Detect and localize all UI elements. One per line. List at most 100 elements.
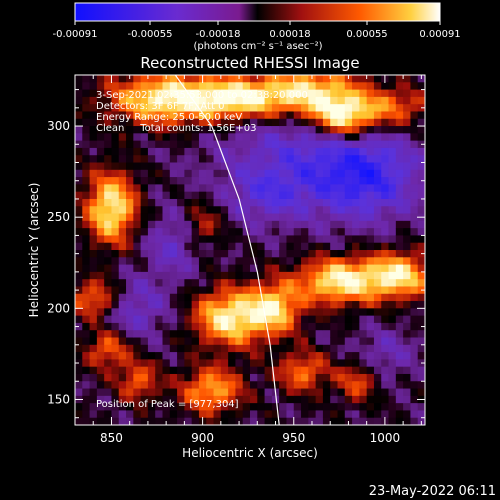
heatmap-cell: [162, 301, 171, 309]
heatmap-cell: [184, 359, 193, 368]
heatmap-cell: [330, 293, 338, 302]
heatmap-cell: [89, 301, 98, 309]
heatmap-cell: [147, 293, 156, 302]
heatmap-cell: [213, 410, 222, 419]
x-axis-label: Heliocentric X (arcsec): [182, 446, 318, 460]
heatmap-cell: [177, 191, 185, 200]
heatmap-cell: [140, 257, 149, 265]
heatmap-cell: [388, 89, 397, 98]
heatmap-cell: [118, 75, 127, 83]
heatmap-cell: [344, 286, 353, 295]
heatmap-cell: [330, 388, 338, 397]
heatmap-cell: [330, 155, 338, 163]
heatmap-cell: [395, 147, 404, 156]
heatmap-cell: [184, 191, 193, 200]
heatmap-cell: [257, 337, 265, 346]
heatmap-cell: [133, 198, 142, 207]
heatmap-cell: [155, 322, 163, 331]
heatmap-cell: [373, 293, 382, 302]
heatmap-cell: [140, 206, 149, 214]
heatmap-cell: [89, 315, 98, 324]
heatmap-cell: [264, 147, 273, 156]
heatmap-cell: [213, 75, 222, 83]
heatmap-cell: [191, 96, 200, 105]
heatmap-cell: [250, 169, 258, 178]
heatmap-cell: [381, 147, 389, 156]
heatmap-cell: [250, 337, 258, 346]
heatmap-cell: [271, 96, 280, 105]
heatmap-cell: [279, 315, 287, 324]
heatmap-cell: [373, 155, 382, 163]
heatmap-cell: [89, 257, 98, 265]
heatmap-cell: [177, 293, 185, 302]
heatmap-cell: [82, 169, 90, 178]
heatmap-cell: [198, 271, 207, 280]
heatmap-cell: [206, 337, 214, 346]
heatmap-cell: [242, 75, 251, 83]
heatmap-cell: [82, 271, 90, 280]
heatmap-cell: [140, 286, 149, 295]
heatmap-cell: [359, 286, 368, 295]
info-time-range: 3-Sep-2021 02:35:53.000 to 02:38:20.000: [96, 90, 308, 101]
heatmap-cell: [352, 359, 360, 368]
heatmap-cell: [322, 155, 331, 163]
heatmap-cell: [301, 301, 309, 309]
heatmap-cell: [96, 126, 105, 134]
heatmap-cell: [279, 293, 287, 302]
heatmap-cell: [271, 250, 280, 258]
heatmap-cell: [140, 111, 149, 120]
heatmap-cell: [330, 381, 338, 389]
heatmap-cell: [257, 104, 265, 112]
heatmap-cell: [286, 395, 295, 404]
heatmap-cell: [395, 250, 404, 258]
heatmap-cell: [388, 235, 397, 244]
heatmap-cell: [169, 213, 178, 222]
heatmap-cell: [417, 155, 425, 163]
heatmap-cell: [118, 373, 127, 382]
heatmap-cell: [395, 366, 404, 375]
heatmap-cell: [220, 89, 229, 98]
heatmap-cell: [315, 315, 324, 324]
heatmap-cell: [198, 264, 207, 273]
heatmap-cell: [162, 352, 171, 360]
heatmap-cell: [330, 250, 338, 258]
heatmap-cell: [286, 359, 295, 368]
heatmap-cell: [417, 118, 425, 127]
heatmap-cell: [96, 293, 105, 302]
heatmap-cell: [257, 315, 265, 324]
heatmap-cell: [75, 155, 83, 163]
heatmap-cell: [191, 410, 200, 419]
heatmap-cell: [388, 126, 397, 134]
heatmap-cell: [395, 162, 404, 171]
heatmap-cell: [279, 89, 287, 98]
heatmap-cell: [206, 395, 214, 404]
heatmap-cell: [257, 147, 265, 156]
heatmap-cell: [381, 155, 389, 163]
heatmap-cell: [126, 96, 134, 105]
heatmap-cell: [352, 89, 360, 98]
heatmap-cell: [286, 220, 295, 229]
heatmap-cell: [366, 111, 375, 120]
heatmap-cell: [286, 191, 295, 200]
heatmap-cell: [352, 381, 360, 389]
heatmap-cell: [140, 359, 149, 368]
heatmap-cell: [337, 286, 346, 295]
heatmap-cell: [126, 169, 134, 178]
heatmap-cell: [118, 366, 127, 375]
heatmap-cell: [118, 279, 127, 287]
heatmap-cell: [322, 162, 331, 171]
heatmap-cell: [111, 184, 120, 193]
heatmap-cell: [89, 344, 98, 353]
heatmap-cell: [410, 242, 419, 251]
heatmap-cell: [330, 279, 338, 287]
heatmap-cell: [301, 140, 309, 149]
heatmap-cell: [344, 104, 353, 112]
heatmap-cell: [104, 330, 112, 338]
heatmap-cell: [301, 381, 309, 389]
heatmap-cell: [293, 184, 302, 193]
heatmap-cell: [140, 198, 149, 207]
heatmap-cell: [126, 271, 134, 280]
heatmap-cell: [381, 213, 389, 222]
heatmap-cell: [162, 359, 171, 368]
heatmap-cell: [96, 133, 105, 142]
